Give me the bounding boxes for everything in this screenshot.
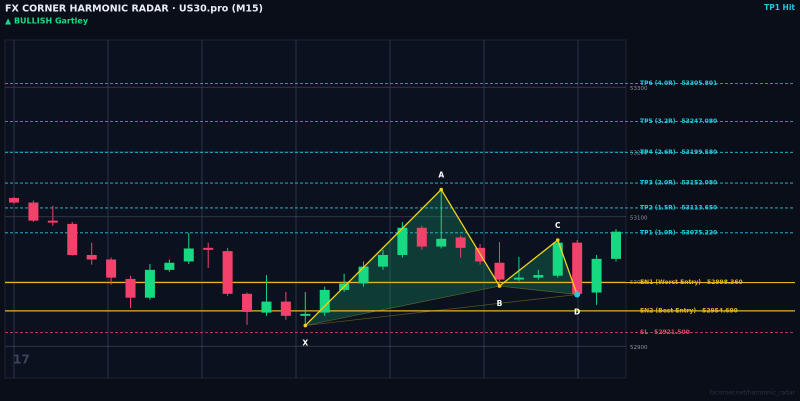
level-name: TP2 (1.5R) <box>640 204 676 211</box>
candle-body <box>67 223 78 255</box>
pattern-leg <box>305 285 500 326</box>
status-label: TP1 Hit <box>764 3 795 12</box>
y-tick-label: 53200 <box>630 151 648 157</box>
watermark: 17 <box>13 353 30 367</box>
pattern-point <box>303 323 308 328</box>
candle-body <box>125 278 136 298</box>
level-value: 53113.650 <box>682 204 718 211</box>
level-value: 53247.080 <box>682 118 718 125</box>
pattern-point <box>439 187 444 192</box>
chart-title: FX CORNER HARMONIC RADAR · US30.pro (M15… <box>5 4 263 15</box>
pattern-leg <box>499 285 578 295</box>
level-value: 53199.580 <box>682 149 718 156</box>
candle-body <box>300 313 311 316</box>
pattern-point-label: C <box>555 221 561 230</box>
level-name: TP5 (3.2R) <box>640 118 676 125</box>
pattern-subtitle: ▲ BULLISH Gartley <box>5 17 89 26</box>
candle-body <box>377 254 388 267</box>
level-value: 52998.360 <box>707 279 743 286</box>
pattern-point-label: B <box>497 299 503 308</box>
candle-body <box>436 238 447 247</box>
candle-body <box>164 262 175 270</box>
level-name: TP4 (2.6R) <box>640 149 676 156</box>
pattern-point <box>497 284 502 288</box>
x-grid <box>13 40 579 378</box>
pattern-point-label: D <box>574 307 580 316</box>
candle-body <box>261 301 272 313</box>
candle-body <box>9 197 19 203</box>
pattern-point-label: X <box>302 339 308 348</box>
plot-area <box>4 39 627 379</box>
footer: fxcorner.net/harmonic_radar <box>710 390 796 397</box>
candle-body <box>455 237 466 248</box>
y-tick-label: 52900 <box>630 345 648 351</box>
level-value: 52954.690 <box>702 307 738 314</box>
candle-body <box>591 258 602 293</box>
level-value: 53075.220 <box>682 229 718 236</box>
candle-body <box>533 275 544 278</box>
level-name: SL <box>640 329 648 336</box>
candle-body <box>144 269 155 298</box>
candle-body <box>280 301 291 316</box>
candle-body <box>242 293 253 312</box>
candle-body <box>572 242 583 294</box>
candle-body <box>552 242 563 276</box>
candle-body <box>86 254 97 260</box>
candle-body <box>183 248 194 262</box>
candle-body <box>222 251 233 294</box>
candle-body <box>416 227 427 247</box>
level-value: 53152.080 <box>682 180 718 187</box>
level-value: 53305.801 <box>682 80 718 87</box>
candle-body <box>203 247 214 250</box>
candle-body <box>106 259 117 278</box>
candle-body <box>611 231 621 259</box>
level-name: TP3 (2.0R) <box>640 180 676 187</box>
candle-body <box>358 266 369 284</box>
candle-body <box>494 262 505 280</box>
pattern-point <box>555 238 560 242</box>
pattern-point-label: A <box>438 171 444 180</box>
candle-body <box>28 202 39 221</box>
pattern-leg <box>305 294 578 326</box>
y-tick-label: 53100 <box>630 215 648 221</box>
level-name: TP6 (4.0R) <box>640 80 676 87</box>
candle-body <box>47 220 58 223</box>
candle-body <box>513 277 524 280</box>
level-name: EN1 (Worst Entry) <box>640 279 701 286</box>
level-name: EN2 (Best Entry) <box>640 307 696 314</box>
pattern-point <box>574 291 581 298</box>
candle-body <box>319 289 330 313</box>
candle-body <box>397 227 408 255</box>
level-name: TP1 (1.0R) <box>640 229 676 236</box>
level-value: 52921.500 <box>654 329 690 336</box>
y-tick-label: 53300 <box>630 86 648 92</box>
